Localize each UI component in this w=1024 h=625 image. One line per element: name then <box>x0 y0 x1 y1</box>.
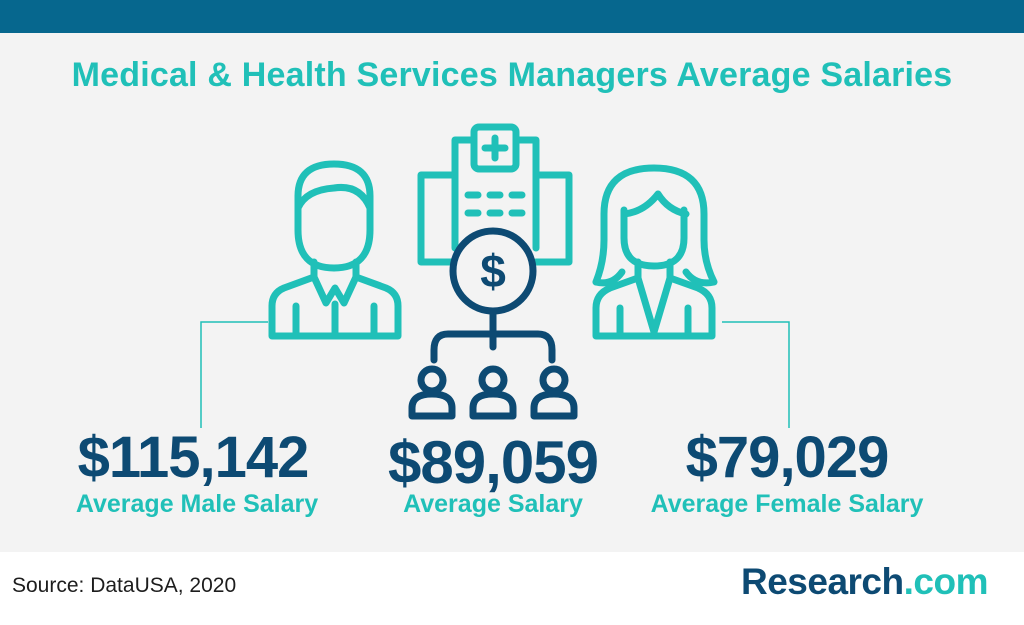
male-salary-label: Average Male Salary <box>75 490 319 518</box>
svg-text:$: $ <box>480 245 506 297</box>
people-group-icon <box>408 307 578 420</box>
source-note: Source: DataUSA, 2020 <box>12 574 237 597</box>
dollar-coin-icon: $ <box>449 227 537 315</box>
hospital-building-icon <box>417 123 573 266</box>
average-salary-label: Average Salary <box>403 490 583 518</box>
brand-name: Research <box>741 561 904 602</box>
brand-tld: .com <box>903 561 989 602</box>
brand-logo[interactable]: Research.com <box>741 561 988 603</box>
connector-lines <box>200 321 790 428</box>
male-salary-amount: $115,142 <box>77 425 310 490</box>
male-person-icon <box>268 160 402 340</box>
page-title: Medical & Health Services Managers Avera… <box>71 56 953 94</box>
female-person-icon <box>592 164 718 340</box>
female-salary-label: Average Female Salary <box>650 490 924 518</box>
average-salary-amount: $89,059 <box>388 429 599 496</box>
female-salary-amount: $79,029 <box>685 425 890 490</box>
top-bar <box>0 0 1024 33</box>
